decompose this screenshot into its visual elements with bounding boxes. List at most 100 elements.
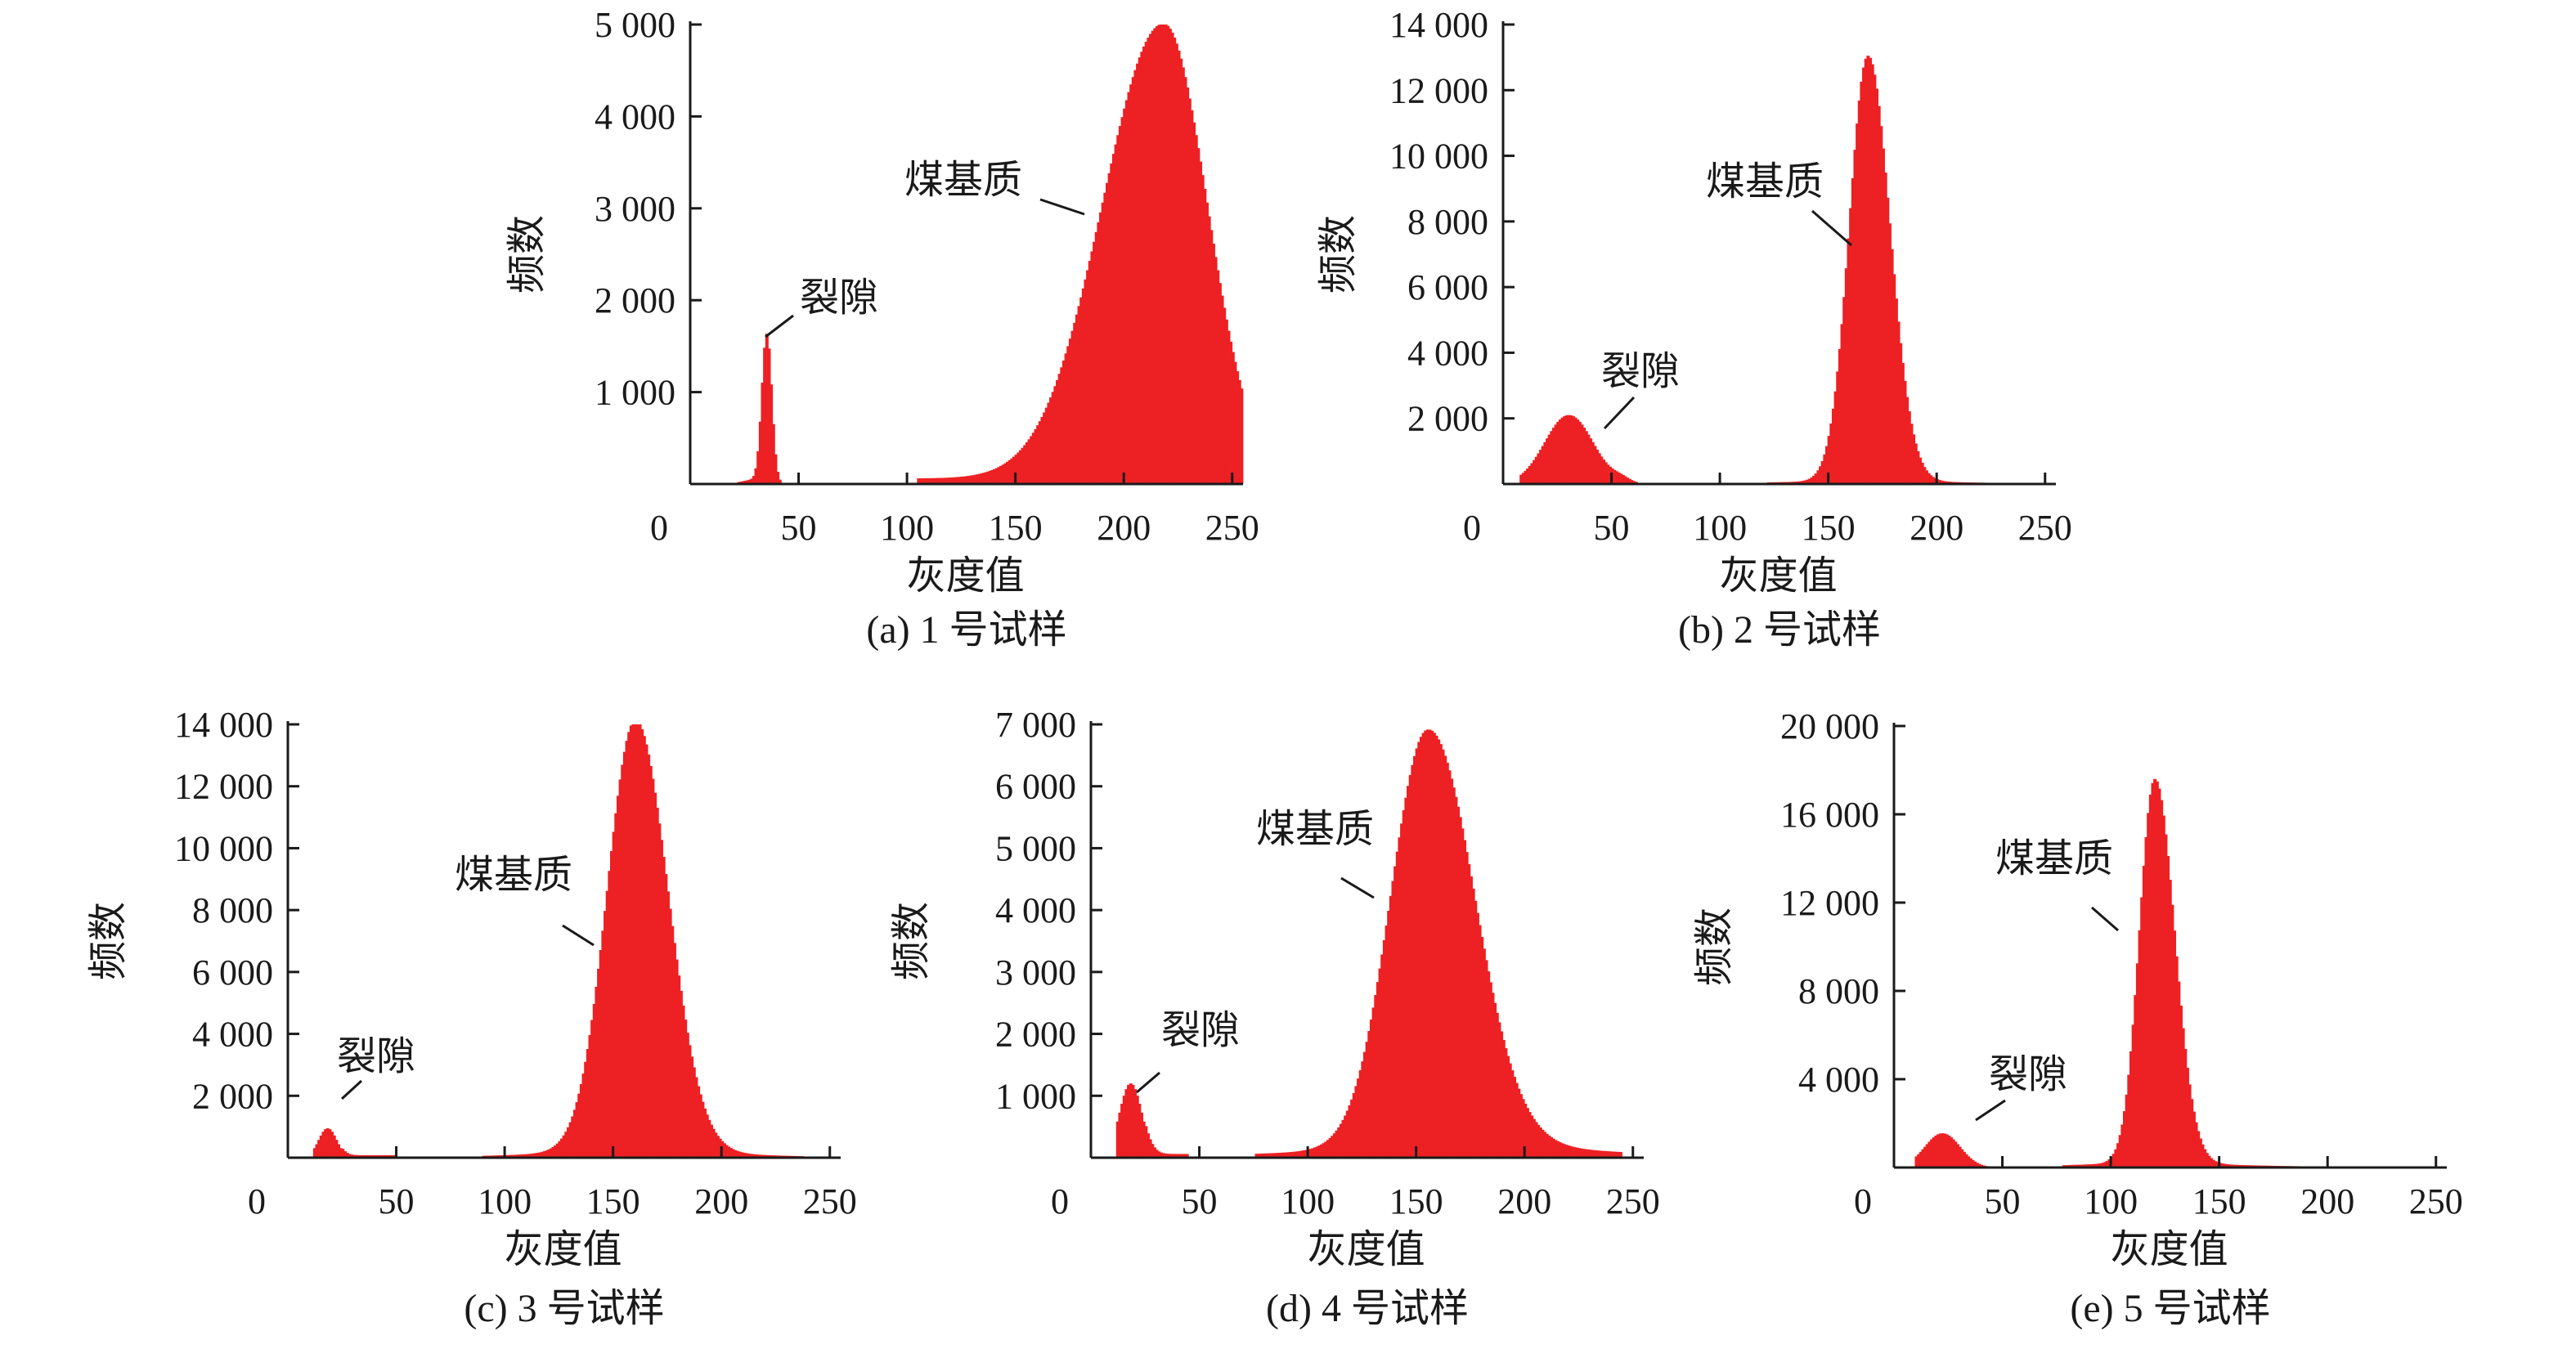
histogram-bar: [2123, 1111, 2127, 1168]
histogram-bar: [2164, 834, 2168, 1168]
histogram-bar: [688, 1045, 692, 1158]
histogram-bar: [1231, 352, 1235, 484]
histogram-bar: [994, 468, 999, 484]
histogram-bar: [1506, 1055, 1510, 1158]
y-tick-label: 1 000: [995, 1076, 1076, 1116]
histogram-bar: [1097, 222, 1101, 484]
histogram-bar: [1819, 466, 1823, 484]
histogram-bar: [1857, 100, 1861, 485]
histogram-bar: [588, 1034, 592, 1158]
histogram-bar: [1806, 479, 1810, 484]
histogram-bar: [523, 1154, 527, 1158]
histogram-bar: [1599, 1150, 1604, 1158]
histogram-bar: [1031, 432, 1035, 484]
histogram-bar: [1488, 982, 1492, 1158]
histogram-bar: [1393, 866, 1398, 1158]
y-tick-label: 10 000: [1389, 137, 1488, 177]
histogram-bar: [2179, 1005, 2183, 1168]
x-tick-label: 50: [1594, 508, 1630, 548]
histogram-bar: [1929, 475, 1933, 484]
histogram-bar: [388, 1154, 393, 1158]
histogram-bar: [1568, 1145, 1573, 1158]
histogram-bar: [1443, 755, 1447, 1158]
histogram-bar: [534, 1153, 538, 1158]
histogram-bar: [1563, 416, 1567, 484]
histogram-bar: [1153, 28, 1157, 484]
histogram-bar: [1803, 480, 1807, 484]
x-tick-label: 150: [586, 1181, 640, 1221]
histogram-bar: [1110, 163, 1114, 485]
histogram-bar: [761, 1154, 765, 1158]
histogram-bar: [1131, 1084, 1135, 1158]
histogram-bar: [1493, 1002, 1497, 1158]
histogram-bar: [1295, 1151, 1299, 1158]
histogram-bar: [1155, 26, 1160, 485]
histogram-bar: [943, 477, 947, 484]
x-axis-title: 灰度值: [1720, 554, 1838, 598]
histogram-bar: [1149, 34, 1153, 484]
histogram-bar: [1883, 173, 1887, 485]
histogram-bar: [2237, 1164, 2242, 1168]
histogram-bar: [1577, 421, 1582, 484]
x-tick-label: 50: [379, 1181, 415, 1221]
histogram-bar: [1077, 306, 1081, 484]
histogram-bar: [1892, 274, 1896, 484]
annotation-leader: [1340, 876, 1375, 899]
histogram-bar: [1124, 1089, 1129, 1158]
histogram-bar: [1925, 1144, 1929, 1168]
histogram-bar: [610, 850, 614, 1158]
histogram-bar: [921, 478, 925, 484]
histogram-bar: [1157, 1151, 1161, 1158]
histogram-bar: [551, 1147, 555, 1158]
histogram-bar: [2214, 1161, 2218, 1168]
x-tick-label: 150: [1802, 508, 1856, 548]
histogram-bar: [2084, 1164, 2088, 1168]
histogram-bar: [1363, 1051, 1367, 1158]
histogram-bar: [1437, 739, 1441, 1158]
histogram-bar: [1374, 995, 1378, 1158]
histogram-bar: [1036, 425, 1040, 484]
histogram-bar: [1519, 474, 1524, 484]
histogram-bar: [1021, 447, 1025, 484]
histogram-bar: [518, 1154, 523, 1158]
histogram-bar: [1580, 1148, 1584, 1158]
histogram-bar: [1601, 459, 1605, 484]
histogram-bar: [1917, 1154, 1921, 1168]
histogram-bar: [657, 823, 662, 1158]
histogram-bar: [1200, 175, 1205, 484]
histogram-bar: [542, 1151, 546, 1158]
histogram-bar: [1495, 1012, 1499, 1158]
histogram-bar: [391, 1154, 395, 1158]
histogram-bar: [2097, 1163, 2101, 1168]
histogram-bar: [2075, 1164, 2079, 1168]
histogram-bar: [560, 1138, 564, 1158]
histogram-bar: [1484, 960, 1488, 1158]
histogram-bar: [729, 1148, 733, 1158]
histogram-bar: [1944, 481, 1948, 484]
histogram-bar: [1144, 42, 1148, 484]
histogram-bar: [1584, 1149, 1588, 1158]
histogram-bar: [1617, 1151, 1621, 1158]
y-axis-title: 频数: [1693, 908, 1736, 986]
histogram-bar: [1577, 1148, 1582, 1158]
histogram-bar: [1157, 25, 1161, 485]
histogram-bar: [945, 477, 949, 484]
histogram-bar: [647, 754, 651, 1158]
histogram-bar: [541, 1151, 545, 1158]
histogram-bar: [1118, 1112, 1122, 1158]
histogram-bar: [1614, 471, 1618, 484]
histogram-bar: [2155, 781, 2159, 1168]
y-axis-title: 频数: [505, 215, 549, 294]
histogram-bar: [1103, 192, 1107, 484]
histogram-bar: [2116, 1143, 2120, 1168]
histogram-bar: [1554, 424, 1558, 484]
histogram-bar: [2144, 836, 2148, 1168]
histogram-bar: [1526, 468, 1530, 484]
histogram-bar: [742, 1152, 746, 1158]
histogram-bar: [1094, 231, 1098, 484]
histogram-bar: [1923, 467, 1927, 484]
histogram-bar: [747, 479, 752, 484]
histogram-bar: [1018, 450, 1022, 484]
histogram-bar: [1840, 324, 1844, 484]
histogram-bar: [1474, 900, 1478, 1158]
